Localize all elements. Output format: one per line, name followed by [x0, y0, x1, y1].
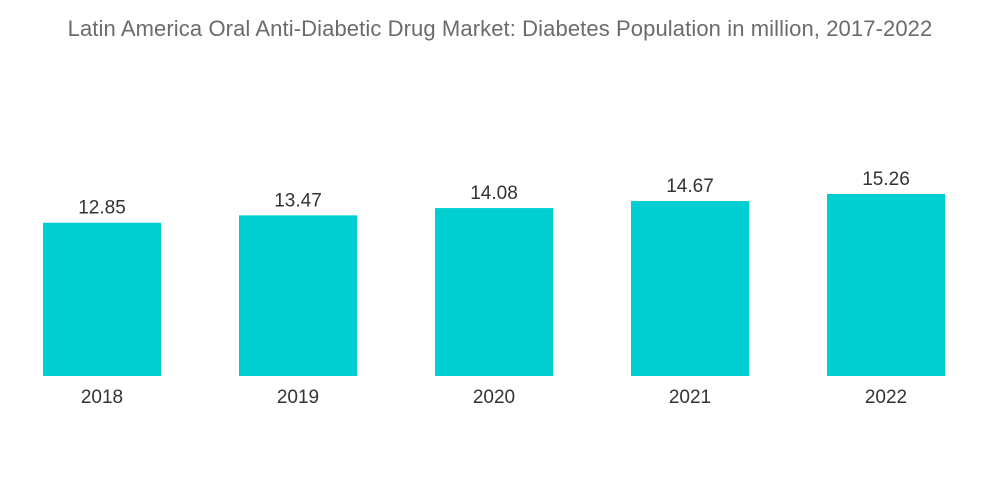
- bar-2022: [827, 194, 945, 376]
- bars-layer: [43, 194, 945, 376]
- x-tick-label-2021: 2021: [669, 387, 711, 408]
- bar-2021: [631, 201, 749, 376]
- value-label-2018: 12.85: [78, 198, 126, 219]
- value-label-2019: 13.47: [274, 190, 322, 211]
- value-label-2021: 14.67: [666, 176, 714, 197]
- value-label-2020: 14.08: [470, 183, 518, 204]
- x-tick-label-2020: 2020: [473, 387, 515, 408]
- value-label-2022: 15.26: [862, 169, 910, 190]
- x-tick-label-2018: 2018: [81, 387, 123, 408]
- bar-2018: [43, 222, 161, 376]
- x-tick-label-2022: 2022: [865, 387, 907, 408]
- x-tick-label-2019: 2019: [277, 387, 319, 408]
- bar-2020: [435, 208, 553, 376]
- bar-2019: [239, 215, 357, 376]
- x-axis-ticks-layer: 2018 2019 2020 2021 2022: [81, 387, 907, 408]
- value-labels-layer: 12.85 13.47 14.08 14.67 15.26: [78, 169, 910, 219]
- chart-title: Latin America Oral Anti-Diabetic Drug Ma…: [67, 16, 933, 41]
